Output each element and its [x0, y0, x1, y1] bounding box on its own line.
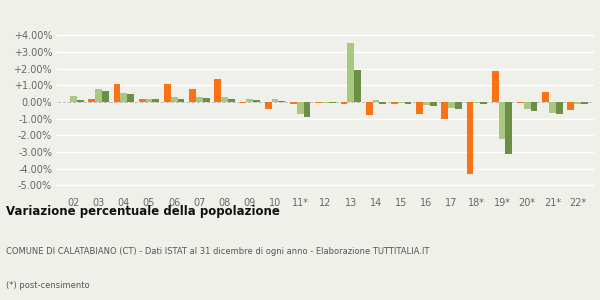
Bar [467, 102, 473, 173]
Bar [297, 102, 304, 114]
Bar [221, 97, 228, 102]
Bar [505, 102, 512, 154]
Bar [189, 89, 196, 102]
Bar [574, 102, 581, 104]
Bar [416, 102, 423, 114]
Bar [146, 99, 152, 102]
Bar [404, 102, 412, 104]
Bar [455, 102, 462, 109]
Text: (*) post-censimento: (*) post-censimento [6, 280, 89, 290]
Bar [290, 102, 297, 104]
Bar [70, 96, 77, 102]
Bar [568, 102, 574, 110]
Bar [278, 101, 285, 102]
Bar [517, 102, 524, 103]
Bar [442, 102, 448, 119]
Bar [530, 102, 538, 111]
Bar [214, 79, 221, 102]
Bar [549, 102, 556, 113]
Bar [524, 102, 530, 109]
Bar [265, 102, 272, 109]
Bar [366, 102, 373, 115]
Bar [581, 102, 588, 104]
Bar [127, 94, 134, 102]
Bar [102, 91, 109, 102]
Bar [373, 100, 379, 102]
Bar [253, 100, 260, 102]
Bar [430, 102, 437, 106]
Bar [152, 99, 159, 102]
Bar [480, 102, 487, 104]
Bar [341, 102, 347, 104]
Bar [247, 99, 253, 102]
Bar [121, 93, 127, 102]
Bar [196, 97, 203, 102]
Bar [347, 43, 354, 102]
Text: COMUNE DI CALATABIANO (CT) - Dati ISTAT al 31 dicembre di ogni anno - Elaborazio: COMUNE DI CALATABIANO (CT) - Dati ISTAT … [6, 248, 430, 256]
Bar [88, 99, 95, 102]
Bar [203, 98, 209, 102]
Bar [492, 71, 499, 102]
Bar [139, 99, 146, 102]
Bar [542, 92, 549, 102]
Bar [499, 102, 505, 140]
Bar [228, 99, 235, 102]
Bar [556, 102, 563, 114]
Bar [164, 84, 171, 102]
Text: Variazione percentuale della popolazione: Variazione percentuale della popolazione [6, 206, 280, 218]
Bar [448, 102, 455, 108]
Bar [423, 102, 430, 105]
Bar [272, 99, 278, 102]
Bar [354, 70, 361, 102]
Bar [171, 97, 178, 102]
Bar [329, 102, 336, 103]
Bar [391, 102, 398, 104]
Bar [315, 102, 322, 103]
Bar [473, 102, 480, 103]
Legend: Calatabiano, Provincia di CT, Sicilia: Calatabiano, Provincia di CT, Sicilia [194, 0, 457, 2]
Bar [398, 102, 404, 103]
Bar [77, 100, 83, 102]
Bar [379, 102, 386, 104]
Bar [239, 102, 247, 103]
Bar [113, 84, 121, 102]
Bar [322, 102, 329, 103]
Bar [178, 99, 184, 102]
Bar [95, 89, 102, 102]
Bar [304, 102, 310, 117]
